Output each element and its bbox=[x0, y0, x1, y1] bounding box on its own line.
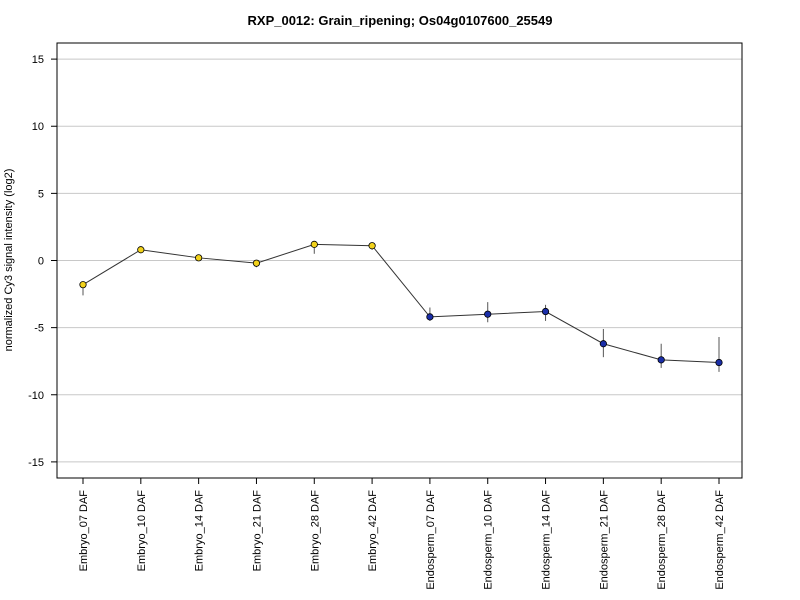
y-tick-label: 10 bbox=[32, 121, 44, 133]
plot-frame bbox=[56, 42, 743, 479]
data-point bbox=[484, 310, 492, 318]
data-point bbox=[195, 254, 203, 262]
data-point bbox=[599, 340, 607, 348]
data-point bbox=[715, 358, 723, 367]
series-line-group bbox=[82, 243, 720, 364]
x-axis: Embryo_07 DAF Embryo_10 DAF Embryo_14 DAF E… bbox=[78, 478, 726, 590]
x-tick-label: Endosperm_14 DAF bbox=[541, 490, 553, 590]
error-bars bbox=[82, 241, 720, 372]
data-point bbox=[252, 259, 261, 267]
y-tick-label: -10 bbox=[28, 390, 44, 402]
x-tick-label: Endosperm_28 DAF bbox=[656, 490, 668, 590]
y-tick-label: 15 bbox=[32, 54, 44, 66]
chart-title: RXP_0012: Grain_ripening; Os04g0107600_2… bbox=[247, 13, 553, 28]
x-tick-label: Endosperm_07 DAF bbox=[425, 490, 437, 590]
y-tick-label: 0 bbox=[38, 256, 44, 268]
data-point bbox=[310, 240, 318, 248]
x-tick-label: Embryo_42 DAF bbox=[367, 490, 379, 572]
x-tick-label: Embryo_10 DAF bbox=[136, 490, 148, 572]
x-tick-label: Embryo_07 DAF bbox=[78, 490, 90, 572]
x-tick-label: Embryo_14 DAF bbox=[194, 490, 206, 572]
grid-lines bbox=[57, 58, 742, 463]
x-tick-label: Endosperm_21 DAF bbox=[598, 490, 610, 590]
data-point bbox=[137, 246, 145, 254]
data-point bbox=[368, 242, 376, 250]
x-tick-label: Embryo_28 DAF bbox=[309, 490, 321, 572]
y-tick-label: -15 bbox=[28, 457, 44, 469]
data-point bbox=[541, 307, 550, 316]
data-points bbox=[79, 240, 723, 367]
x-tick-label: Endosperm_42 DAF bbox=[714, 490, 726, 590]
y-tick-label: -5 bbox=[34, 323, 44, 335]
x-tick-label: Endosperm_10 DAF bbox=[483, 490, 495, 590]
data-point bbox=[79, 281, 87, 289]
data-point bbox=[657, 356, 665, 364]
y-tick-label: 5 bbox=[38, 188, 44, 200]
x-tick-label: Embryo_21 DAF bbox=[251, 490, 263, 572]
data-point bbox=[426, 313, 434, 321]
y-axis-label: normalized Cy3 signal intensity (log2) bbox=[3, 169, 15, 352]
y-axis: -15 -10 -5 0 5 10 15 bbox=[28, 54, 57, 469]
series-line bbox=[82, 243, 720, 364]
